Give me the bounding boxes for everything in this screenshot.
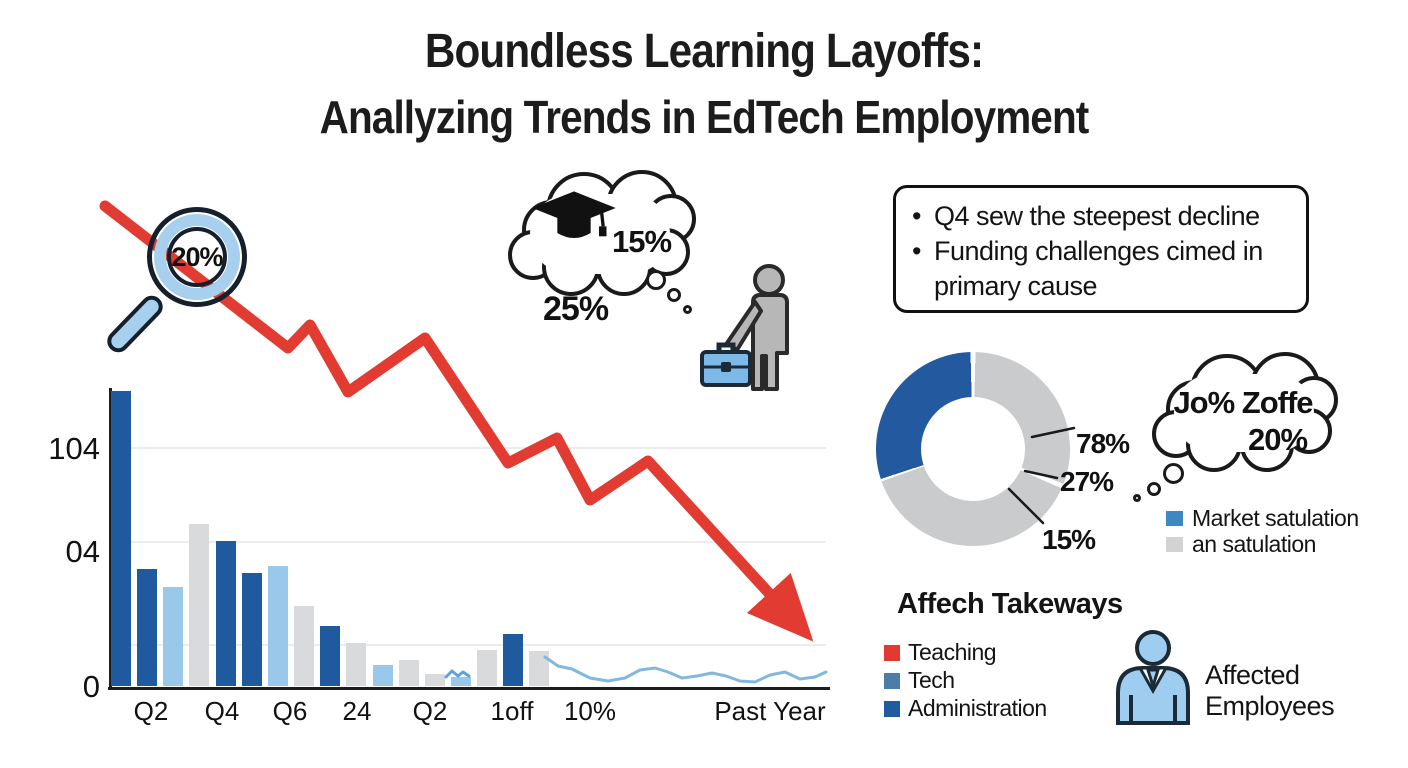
y-tick-104: 104 [48, 431, 100, 466]
thought-bubble-1 [646, 270, 666, 290]
jobs-bubble-1 [1163, 463, 1184, 484]
graduation-cap-icon [532, 191, 616, 238]
callout-bullet-2: • Funding challenges cimed in primary ca… [912, 234, 1292, 304]
jobs-cloud-line2: 20% [1248, 422, 1308, 457]
flat-tail-line [543, 655, 828, 684]
magnifier-lens: 20% [167, 227, 227, 287]
legend-swatch-gray [1166, 537, 1183, 552]
bar-13-light [450, 677, 471, 686]
affected-line2: Employees [1205, 691, 1335, 721]
title-line-2: Anallyzing Trends in EdTech Employment [319, 91, 1090, 143]
x-tick-7-Past Year: Past Year [714, 696, 826, 726]
jobs-thought-cloud: Jo% Zoffe 20% [1148, 352, 1340, 480]
donut-label-78: 78% [1076, 428, 1130, 459]
x-tick-6-10%: 10% [563, 696, 617, 726]
bar-6-light [267, 566, 288, 686]
donut-label-27: 27% [1060, 466, 1114, 497]
gridline-2 [112, 644, 826, 646]
bar-12-gray [424, 674, 445, 686]
legend-label: Tech [908, 667, 955, 693]
bar-10-light [372, 665, 393, 686]
jobs-cloud-line1: Jo% Zoffe [1173, 385, 1313, 420]
takeaways-legend-teaching: Teaching [884, 639, 997, 666]
jobs-bubble-2 [1147, 482, 1161, 496]
x-tick-2-Q6: Q6 [272, 696, 308, 726]
x-axis-line [108, 687, 830, 690]
callout-bullet-1: • Q4 sew the steepest decline [912, 199, 1292, 234]
donut-legend-market-saturation: Market satulation [1166, 505, 1359, 532]
education-thought-cloud: 15% [502, 170, 698, 302]
layoff-causes-donut-chart [876, 352, 1070, 546]
magnifier-percent-label: 20% [171, 241, 223, 272]
y-tick-0: 0 [82, 669, 100, 704]
x-tick-3-24: 24 [342, 696, 372, 726]
key-findings-box: • Q4 sew the steepest decline • Funding … [893, 185, 1309, 313]
thought-bubble-3 [683, 305, 692, 314]
callout-text-1: Q4 sew the steepest decline [934, 201, 1260, 231]
page-title: Boundless Learning Layoffs: Anallyzing T… [0, 24, 1408, 144]
gridline-0 [112, 447, 826, 449]
bar-16-gray [529, 651, 550, 686]
affected-employee-icon [1116, 630, 1190, 725]
bar-15-dark [503, 634, 524, 686]
legend-swatch-red [884, 644, 900, 661]
magnifier-handle [102, 291, 168, 357]
takeaways-heading: Affech Takeways [897, 588, 1123, 620]
bar-0-dark [111, 391, 131, 686]
bar-4-dark [215, 541, 236, 686]
legend-label: Teaching [908, 639, 997, 665]
affected-line1: Affected [1205, 660, 1300, 690]
person-with-briefcase-icon [700, 264, 789, 391]
takeaways-legend-tech: Tech [884, 667, 955, 694]
bar-14-gray [477, 650, 498, 686]
legend-swatch-dark-blue [884, 700, 900, 717]
legend-label: Administration [908, 695, 1047, 721]
legend-label: Market satulation [1192, 505, 1359, 531]
bar-7-gray [294, 606, 315, 686]
affected-employees-label: Affected Employees [1205, 660, 1335, 722]
callout-text-2: Funding challenges cimed in primary caus… [934, 236, 1263, 301]
cloud-percent-15: 15% [612, 224, 672, 259]
x-tick-0-Q2: Q2 [133, 696, 169, 726]
legend-label: an satulation [1192, 531, 1316, 557]
y-tick-04: 04 [65, 534, 100, 569]
bar-3-gray [189, 524, 210, 686]
jobs-bubble-3 [1133, 494, 1141, 502]
x-tick-5-1off: 1off [490, 696, 534, 726]
donut-hole [921, 397, 1025, 501]
bullet-dot: • [912, 236, 921, 266]
legend-swatch-blue [1166, 511, 1183, 526]
bar-2-light [163, 587, 184, 686]
thought-bubble-2 [667, 288, 681, 302]
legend-swatch-steel-blue [884, 672, 900, 689]
bar-11-gray [398, 660, 419, 686]
x-tick-1-Q4: Q4 [204, 696, 240, 726]
x-tick-4-Q2: Q2 [412, 696, 448, 726]
takeaways-legend-administration: Administration [884, 695, 1047, 722]
bar-8-dark [320, 626, 341, 686]
bar-9-gray [346, 643, 367, 686]
title-line-1: Boundless Learning Layoffs: [424, 25, 984, 78]
bar-1-dark [137, 569, 158, 686]
magnifier-icon: 20% [147, 207, 247, 307]
bar-5-dark [241, 573, 262, 686]
bullet-dot: • [912, 201, 921, 231]
donut-legend-an-saturation: an satulation [1166, 531, 1316, 558]
donut-label-15: 15% [1042, 524, 1096, 555]
